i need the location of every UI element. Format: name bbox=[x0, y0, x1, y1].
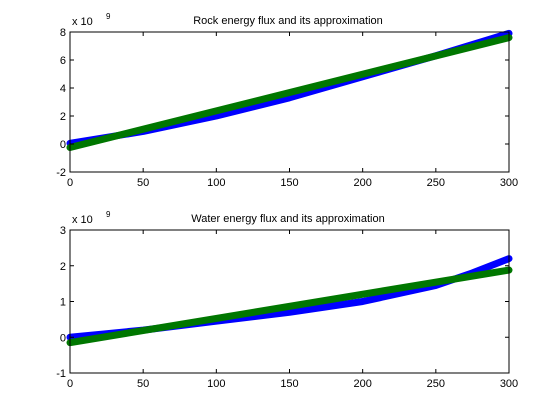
x-tick-label: 150 bbox=[280, 177, 298, 189]
y-tick-label: 1 bbox=[60, 297, 66, 309]
chart-title: Rock energy flux and its approximation bbox=[193, 15, 383, 27]
x-tick-label: 200 bbox=[353, 378, 371, 390]
series-line-1 bbox=[66, 34, 513, 151]
y-tick-label: -1 bbox=[56, 368, 66, 380]
y-tick-label: -2 bbox=[56, 167, 66, 179]
y-tick-label: 6 bbox=[60, 55, 66, 67]
y-tick-label: 8 bbox=[60, 27, 66, 39]
y-multiplier-exponent: 9 bbox=[106, 12, 111, 21]
y-multiplier-exponent: 9 bbox=[106, 210, 111, 219]
chart-title: Water energy flux and its approximation bbox=[191, 213, 384, 225]
y-tick-label: 0 bbox=[60, 139, 66, 151]
y-multiplier: x 10 9 bbox=[72, 12, 111, 28]
y-tick-label: 3 bbox=[60, 225, 66, 237]
x-tick-label: 300 bbox=[500, 177, 518, 189]
x-tick-label: 250 bbox=[427, 378, 445, 390]
x-tick-label: 100 bbox=[207, 378, 225, 390]
x-tick-label: 100 bbox=[207, 177, 225, 189]
x-tick-label: 200 bbox=[353, 177, 371, 189]
x-tick-label: 150 bbox=[280, 378, 298, 390]
x-tick-label: 300 bbox=[500, 378, 518, 390]
y-tick-label: 4 bbox=[60, 83, 66, 95]
x-tick-label: 50 bbox=[137, 378, 149, 390]
rock-energy-chart: Rock energy flux and its approximation x… bbox=[56, 12, 518, 189]
y-multiplier-base: x 10 bbox=[72, 16, 93, 28]
x-tick-label: 50 bbox=[137, 177, 149, 189]
series-line-0 bbox=[66, 29, 513, 147]
x-tick-label: 0 bbox=[67, 378, 73, 390]
y-multiplier-base: x 10 bbox=[72, 214, 93, 226]
water-energy-chart: Water energy flux and its approximation … bbox=[56, 210, 518, 390]
y-tick-label: 0 bbox=[60, 332, 66, 344]
y-tick-label: 2 bbox=[60, 111, 66, 123]
series-line-0 bbox=[66, 255, 513, 341]
y-tick-label: 2 bbox=[60, 261, 66, 273]
x-tick-label: 0 bbox=[67, 177, 73, 189]
plot-area bbox=[69, 229, 510, 374]
series-line-1 bbox=[66, 266, 513, 347]
y-multiplier: x 10 9 bbox=[72, 210, 111, 226]
x-tick-label: 250 bbox=[427, 177, 445, 189]
